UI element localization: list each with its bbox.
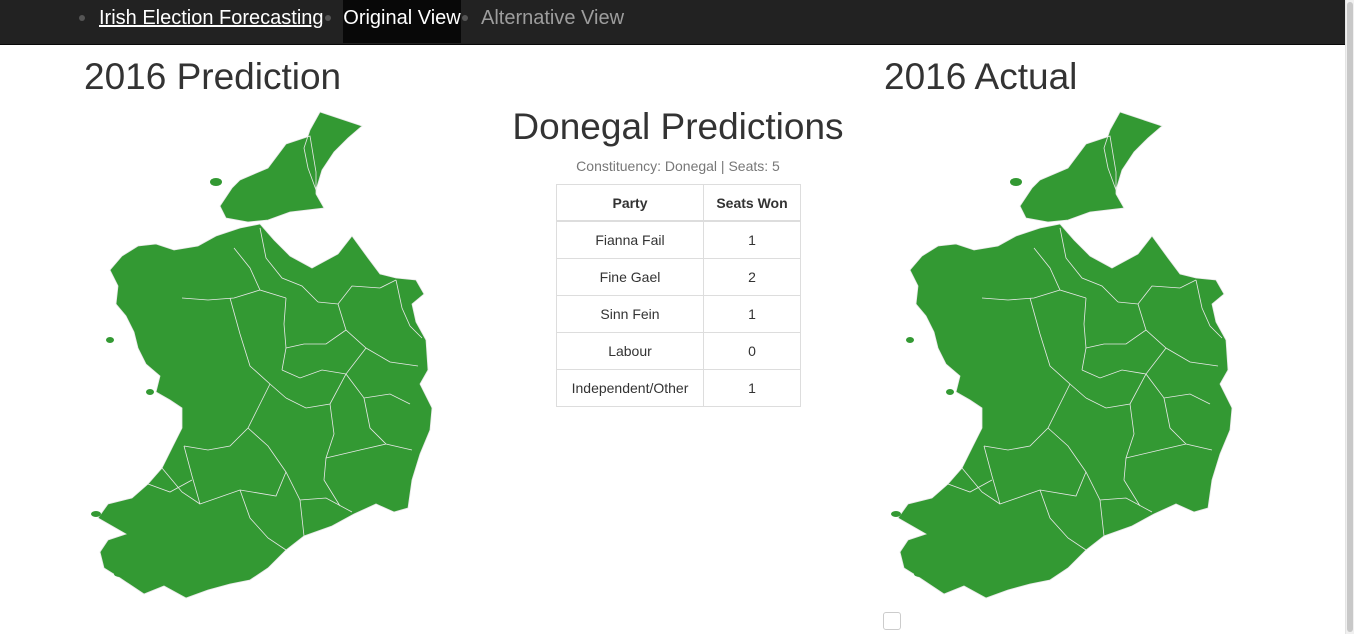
constituency-border — [299, 497, 353, 513]
constituency-border — [947, 479, 993, 493]
seats-cell: 1 — [703, 220, 801, 259]
ireland-landmass[interactable] — [97, 111, 433, 599]
seats-cell: 1 — [703, 295, 801, 333]
island-shape — [1010, 178, 1022, 186]
constituency-border — [345, 373, 411, 405]
constituency-border — [1163, 397, 1213, 451]
constituency-border — [1085, 373, 1147, 409]
party-cell: Fine Gael — [556, 258, 704, 296]
ireland-constituency-map[interactable] — [91, 111, 433, 599]
constituency-border — [325, 443, 387, 459]
island-shape — [114, 571, 126, 577]
constituency-border — [233, 247, 287, 299]
vertical-scrollbar[interactable] — [1345, 0, 1354, 634]
constituency-border — [1117, 279, 1197, 305]
nav-bullet-icon — [325, 15, 331, 21]
seats-cell: 2 — [703, 258, 801, 296]
table-row: Independent/Other 1 — [556, 369, 801, 407]
constituency-border — [229, 297, 287, 399]
constituency-border — [183, 383, 271, 451]
party-column-header: Party — [556, 184, 704, 222]
seats-table: Party Seats Won Fianna Fail 1 Fine Gael … — [556, 184, 801, 407]
table-row: Fianna Fail 1 — [556, 220, 801, 259]
constituency-border — [1081, 297, 1087, 371]
constituency-border — [1099, 497, 1153, 513]
prediction-title: 2016 Prediction — [84, 56, 342, 97]
prediction-map[interactable] — [90, 108, 440, 608]
constituency-border — [395, 279, 423, 339]
island-shape — [91, 511, 101, 517]
actual-title: 2016 Actual — [884, 56, 1078, 97]
constituency-border — [1029, 297, 1087, 399]
constituency-border — [183, 445, 287, 505]
constituency-border — [285, 373, 347, 409]
constituency-border — [1085, 329, 1147, 349]
nav-original-view-link[interactable]: Original View — [343, 0, 461, 43]
table-header-row: Party Seats Won — [556, 184, 801, 222]
constituency-border — [983, 383, 1071, 451]
party-cell: Labour — [556, 332, 704, 370]
party-cell: Fianna Fail — [556, 220, 704, 259]
constituency-border — [161, 467, 201, 505]
seats-won-column-header: Seats Won — [703, 184, 801, 222]
table-row: Labour 0 — [556, 332, 801, 370]
constituency-border — [1195, 279, 1223, 339]
seats-cell: 0 — [703, 332, 801, 370]
constituency-border — [181, 289, 261, 301]
constituency-border — [259, 227, 319, 303]
constituency-border — [1033, 247, 1087, 299]
constituency-border — [983, 445, 1087, 505]
nav-bullet-icon — [79, 15, 85, 21]
table-row: Sinn Fein 1 — [556, 295, 801, 333]
scrollbar-thumb[interactable] — [1347, 2, 1353, 632]
nav-brand-link[interactable]: Irish Election Forecasting — [99, 7, 324, 29]
constituency-border — [1081, 347, 1167, 379]
constituency-border — [285, 329, 347, 349]
constituency-border — [961, 467, 1001, 505]
island-shape — [891, 511, 901, 517]
constituency-border — [1145, 373, 1211, 405]
island-shape — [106, 337, 114, 343]
party-cell: Sinn Fein — [556, 295, 704, 333]
constituency-border — [281, 297, 287, 371]
constituency-border — [239, 489, 287, 551]
party-cell: Independent/Other — [556, 369, 704, 407]
constituency-border — [1125, 443, 1187, 459]
constituency-border — [1039, 489, 1087, 551]
top-navbar: Irish Election Forecasting Original View… — [0, 0, 1345, 45]
table-row: Fine Gael 2 — [556, 258, 801, 296]
constituency-border — [317, 279, 397, 305]
ireland-constituency-map[interactable] — [891, 111, 1233, 599]
actual-map[interactable] — [890, 108, 1240, 608]
constituency-border — [147, 479, 193, 493]
island-shape — [906, 337, 914, 343]
island-shape — [914, 571, 926, 577]
nav-alternative-view-link[interactable]: Alternative View — [481, 7, 625, 29]
seats-cell: 1 — [703, 369, 801, 407]
island-shape — [946, 389, 954, 395]
island-shape — [210, 178, 222, 186]
ireland-landmass[interactable] — [897, 111, 1233, 599]
island-shape — [146, 389, 154, 395]
constituency-border — [281, 347, 367, 379]
constituency-subtitle: Constituency: Donegal | Seats: 5 — [576, 158, 780, 174]
constituency-border — [1059, 227, 1119, 303]
toggle-checkbox[interactable] — [883, 612, 901, 630]
nav-bullet-icon — [462, 15, 468, 21]
constituency-border — [981, 289, 1061, 301]
constituency-predictions-title: Donegal Predictions — [512, 106, 844, 147]
constituency-border — [363, 397, 413, 451]
